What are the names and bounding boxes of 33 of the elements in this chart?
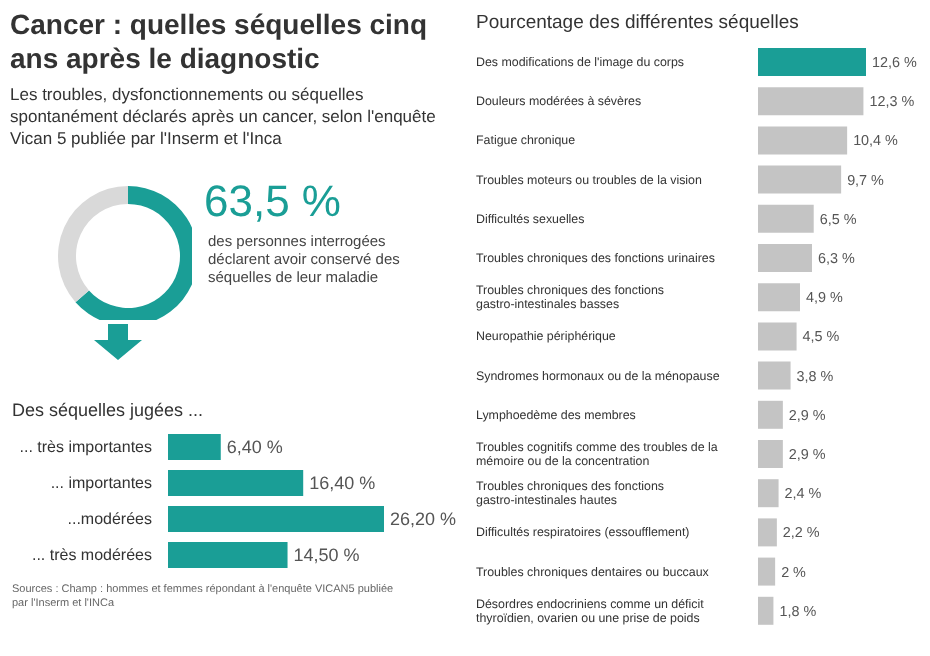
chart-title: Cancer : quelles séquelles cinq ans après le diagnostic xyxy=(10,8,430,76)
bar xyxy=(758,400,783,429)
bar xyxy=(758,126,848,155)
chart-title: Des séquelles jugées ... xyxy=(12,400,206,420)
bar xyxy=(168,542,288,568)
bar xyxy=(168,434,221,460)
bar xyxy=(758,244,812,272)
data-label: 26,20 % xyxy=(390,509,457,530)
y-tick-label: ... très modérées xyxy=(31,545,152,564)
bar xyxy=(758,48,866,76)
chart-subtitle: Les troubles, dysfonctionnements ou séquelles spontanément déclarés après un cancer, selon l'enquête Vican 5 publiée par l'Inserm et l'Inca xyxy=(10,84,438,150)
y-tick-label: ...modérées xyxy=(67,509,152,528)
data-label: 63,5 % xyxy=(204,176,341,228)
bar xyxy=(758,87,864,116)
donut-slice xyxy=(58,186,128,303)
chart-title: Pourcentage des différentes séquelles xyxy=(476,12,801,34)
bar xyxy=(758,479,779,508)
y-tick-label: ... importantes xyxy=(50,473,152,492)
bar xyxy=(758,361,791,390)
bar xyxy=(168,506,384,532)
bar xyxy=(758,165,842,194)
bar xyxy=(758,557,776,586)
bar xyxy=(168,470,304,496)
y-tick-label: ... très importantes xyxy=(19,437,152,456)
data-label: 14,50 % xyxy=(293,545,360,566)
bar xyxy=(758,322,797,351)
bar xyxy=(758,518,777,547)
bar xyxy=(758,440,783,468)
bar xyxy=(758,283,800,312)
data-label: 16,40 % xyxy=(309,473,376,494)
bar xyxy=(758,596,774,625)
data-label: 6,40 % xyxy=(226,437,283,458)
bar xyxy=(758,204,814,233)
